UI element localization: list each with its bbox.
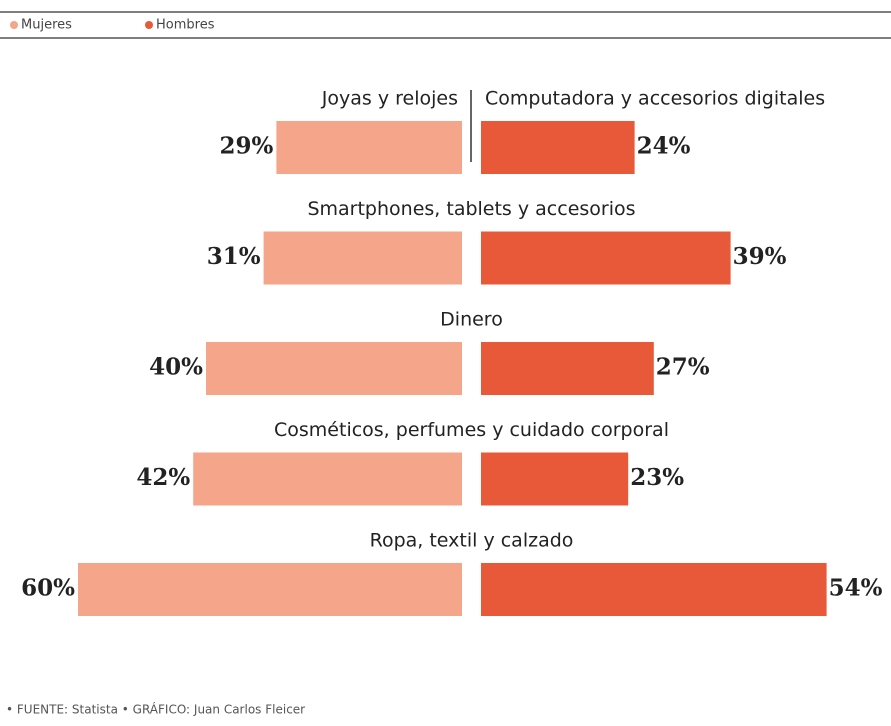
category-label-right: Computadora y accesorios digitales — [485, 88, 825, 110]
category-label: Dinero — [440, 309, 503, 331]
value-label: 39% — [733, 243, 787, 270]
bar-mujeres — [263, 231, 462, 285]
value-label: 29% — [220, 133, 274, 160]
bar-hombres — [481, 231, 731, 285]
bar-hombres — [481, 342, 654, 395]
bar-mujeres — [193, 452, 462, 506]
category-label: Ropa, textil y calzado — [370, 530, 574, 552]
bar-mujeres — [78, 563, 462, 616]
category-label: Cosméticos, perfumes y cuidado corporal — [274, 419, 669, 441]
legend-label: Mujeres — [21, 18, 72, 33]
value-label: 42% — [136, 464, 190, 491]
bar-mujeres — [276, 121, 462, 174]
source: • FUENTE: Statista • GRÁFICO: Juan Carlo… — [6, 702, 305, 717]
value-label: 40% — [149, 354, 203, 381]
legend-swatch — [10, 21, 18, 29]
value-label: 24% — [637, 133, 691, 160]
legend-swatch — [145, 21, 153, 29]
value-label: 31% — [207, 243, 261, 270]
bar-hombres — [481, 563, 827, 616]
value-label: 27% — [656, 354, 710, 381]
category-label: Smartphones, tablets y accesorios — [307, 198, 635, 220]
bar-hombres — [481, 452, 629, 506]
bar-mujeres — [206, 342, 462, 395]
value-label: 23% — [630, 464, 684, 491]
legend-label: Hombres — [156, 18, 215, 33]
value-label: 54% — [829, 575, 883, 602]
value-label: 60% — [21, 575, 75, 602]
bar-hombres — [481, 121, 635, 174]
category-label: Joyas y relojes — [321, 88, 458, 110]
